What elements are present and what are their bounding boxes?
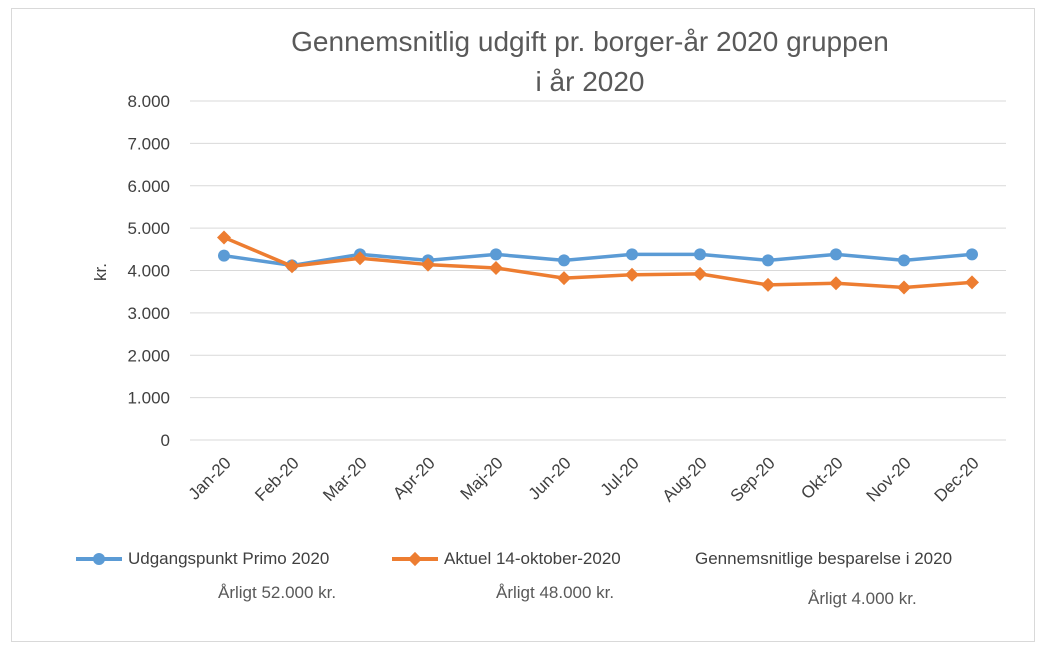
chart-title-line2: i år 2020 <box>535 66 645 97</box>
data-point <box>626 248 638 261</box>
x-tick-label: Dec-20 <box>931 453 983 505</box>
x-tick-label: Feb-20 <box>251 453 303 505</box>
y-tick-labels: 0 1.000 2.000 3.000 4.000 5.000 6.000 7.000 8.00… <box>127 92 170 450</box>
data-point <box>897 280 911 295</box>
series-2 <box>217 230 979 295</box>
legend-swatch-series1 <box>76 549 122 569</box>
data-point <box>490 248 502 261</box>
legend-swatch-series2 <box>392 549 438 569</box>
chart-title-line1: Gennemsnitlig udgift pr. borger-år 2020 … <box>291 26 889 57</box>
x-tick-labels: Jan-20 Feb-20 Mar-20 Apr-20 Maj-20 Jun-20 Jul-… <box>185 453 983 505</box>
data-point <box>489 260 503 275</box>
data-point <box>966 248 978 261</box>
y-tick-label: 1.000 <box>127 389 170 408</box>
data-point <box>218 249 230 262</box>
data-point <box>693 266 707 281</box>
legend-item-savings: Gennemsnitlige besparelse i 2020 <box>695 547 952 571</box>
series-lines <box>217 230 979 295</box>
gridlines <box>190 100 1006 441</box>
x-tick-label: Okt-20 <box>797 453 847 503</box>
x-tick-label: Jan-20 <box>185 453 235 503</box>
data-point <box>625 267 639 282</box>
data-point <box>353 251 367 266</box>
y-axis-label: kr. <box>91 263 110 281</box>
y-tick-label: 5.000 <box>127 219 170 238</box>
data-point <box>898 254 910 267</box>
legend-label-series2: Aktuel 14-oktober-2020 <box>444 549 621 568</box>
data-point <box>762 254 774 267</box>
x-tick-label: Aug-20 <box>659 453 711 505</box>
y-tick-label: 6.000 <box>127 177 170 196</box>
data-point <box>558 254 570 267</box>
data-point <box>829 276 843 291</box>
data-point <box>421 257 435 272</box>
x-tick-label: Apr-20 <box>389 453 439 503</box>
data-point <box>217 230 231 245</box>
note-series2-annual: Årligt 48.000 kr. <box>496 583 615 602</box>
y-tick-label: 4.000 <box>127 262 170 281</box>
data-point <box>965 275 979 290</box>
chart-frame <box>11 8 1035 642</box>
x-tick-label: Nov-20 <box>863 453 915 505</box>
note-series1-annual: Årligt 52.000 kr. <box>218 583 337 602</box>
y-tick-label: 0 <box>161 431 170 450</box>
data-point <box>830 248 842 261</box>
x-tick-label: Sep-20 <box>727 453 779 505</box>
y-tick-label: 3.000 <box>127 304 170 323</box>
legend-item-series2: Aktuel 14-oktober-2020 <box>392 547 621 571</box>
y-tick-label: 7.000 <box>127 134 170 153</box>
data-point <box>761 277 775 292</box>
y-tick-label: 8.000 <box>127 92 170 111</box>
series-line <box>223 235 973 290</box>
x-tick-label: Jul-20 <box>597 453 643 499</box>
series-line <box>223 252 973 268</box>
note-savings-annual: Årligt 4.000 kr. <box>808 589 917 608</box>
legend-label-savings: Gennemsnitlige besparelse i 2020 <box>695 549 953 568</box>
x-tick-label: Mar-20 <box>319 453 371 505</box>
y-tick-label: 2.000 <box>127 346 170 365</box>
legend-item-series1: Udgangspunkt Primo 2020 <box>76 547 329 571</box>
data-point <box>285 259 299 274</box>
legend-label-series1: Udgangspunkt Primo 2020 <box>128 549 330 568</box>
data-point <box>694 248 706 261</box>
x-tick-label: Jun-20 <box>525 453 575 503</box>
data-point <box>557 271 571 286</box>
x-tick-label: Maj-20 <box>457 453 507 503</box>
